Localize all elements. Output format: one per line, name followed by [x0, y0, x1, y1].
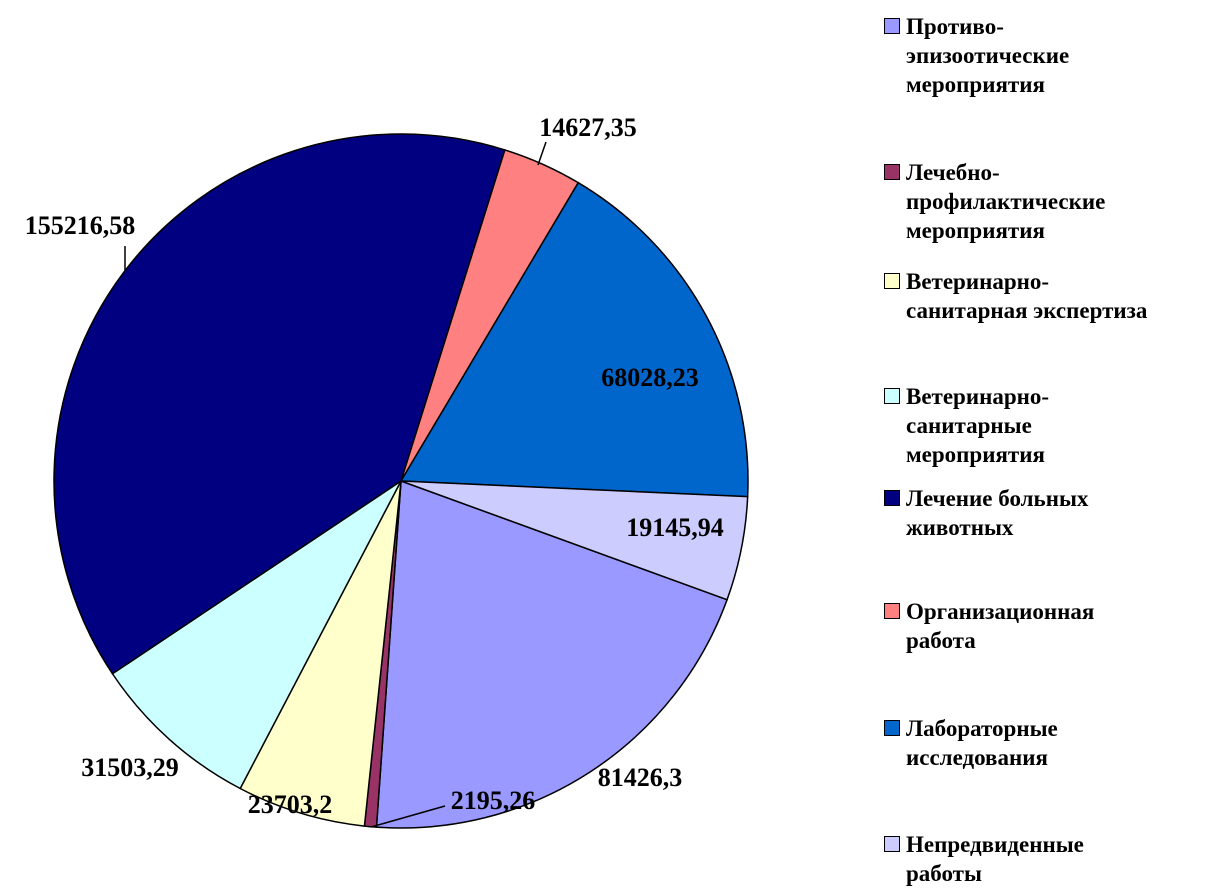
legend-item: Лечение больных животных [884, 484, 1088, 542]
pie-slice [53, 133, 506, 675]
legend-item: Ветеринарно- санитарные мероприятия [884, 382, 1049, 469]
pie-slice [239, 480, 402, 827]
legend-label: Организационная работа [906, 599, 1095, 653]
legend-label: Ветеринарно- санитарная экспертиза [906, 269, 1148, 323]
pie-slice [399, 181, 749, 498]
legend-label: Противо- эпизоотические мероприятия [906, 14, 1070, 97]
data-label: 19145,94 [626, 513, 724, 542]
data-label: 31503,29 [81, 753, 179, 782]
legend-item: Организационная работа [884, 597, 1094, 655]
legend-swatch [884, 388, 900, 404]
legend-swatch [884, 273, 900, 289]
pie-slice [400, 480, 749, 601]
leader-line [537, 141, 547, 166]
legend-swatch [884, 836, 900, 852]
legend-item: Непредвиденные работы [884, 830, 1084, 888]
legend-item: Ветеринарно- санитарная экспертиза [884, 267, 1147, 325]
legend-swatch [884, 18, 900, 34]
legend-label: Лабораторные исследования [906, 716, 1058, 770]
legend-swatch [884, 603, 900, 619]
data-label: 14627,35 [539, 113, 637, 142]
data-label: 23703,2 [248, 790, 333, 819]
legend-label: Непредвиденные работы [906, 832, 1084, 886]
chart: 81426,3 2195,26 23703,2 31503,29 155216,58 14… [25, 113, 749, 829]
legend-label: Лечебно- профилактические мероприятия [906, 160, 1106, 243]
legend-label: Ветеринарно- санитарные мероприятия [906, 384, 1050, 467]
legend-item: Лечебно- профилактические мероприятия [884, 158, 1105, 245]
legend-swatch [884, 490, 900, 506]
legend-label: Лечение больных животных [906, 486, 1089, 540]
data-label: 68028,23 [601, 363, 699, 392]
data-label: 2195,26 [451, 786, 536, 815]
legend-item: Лабораторные исследования [884, 714, 1058, 772]
legend-item: Противо- эпизоотические мероприятия [884, 12, 1069, 99]
data-label: 155216,58 [25, 211, 136, 240]
pie-slice [111, 480, 402, 790]
legend-swatch [884, 720, 900, 736]
pie-slice [375, 479, 729, 829]
leader-line [370, 805, 446, 828]
data-label: 81426,3 [598, 763, 683, 792]
legend-swatch [884, 164, 900, 180]
